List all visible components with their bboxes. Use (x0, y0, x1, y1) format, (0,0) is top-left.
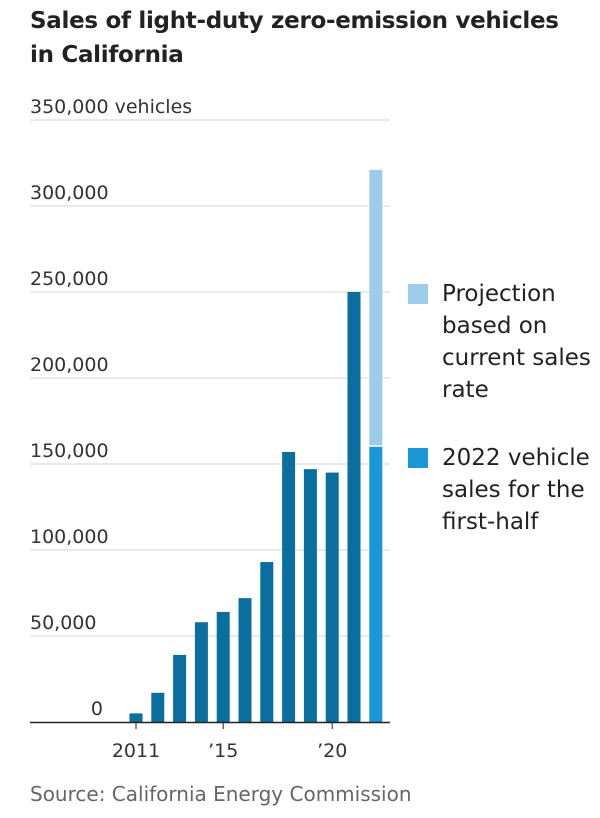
bar-2015 (216, 611, 230, 722)
bar-2022-projection (369, 169, 383, 446)
y-tick-label: 150,000 (30, 440, 109, 462)
bar-2016 (238, 598, 252, 722)
x-tick-label: ’15 (208, 740, 238, 762)
bar-2013 (173, 654, 187, 722)
y-tick-label: 100,000 (30, 526, 109, 548)
bar-2017 (260, 562, 274, 722)
bar-2021 (347, 292, 361, 722)
legend-label-first-half: 2022 vehicle sales for the first-half (442, 445, 590, 535)
bars (129, 169, 383, 722)
y-tick-label: 200,000 (30, 354, 109, 376)
x-axis-labels: 2011 ’15 ’20 (112, 722, 347, 762)
y-tick-label: 250,000 (30, 268, 109, 290)
chart-title: Sales of light-duty zero-emission vehicl… (30, 8, 559, 68)
bar-2014 (194, 622, 208, 722)
y-tick-label: 50,000 (30, 612, 96, 634)
bar-2012 (151, 692, 165, 722)
bar-2022 (369, 446, 383, 722)
x-tick-label: ’20 (317, 740, 347, 762)
y-tick-label: 0 (91, 698, 103, 720)
y-tick-label: 350,000 vehicles (30, 96, 192, 118)
bar-2018 (282, 451, 296, 722)
bar-2019 (303, 469, 317, 722)
source-note: Source: California Energy Commission (30, 782, 412, 806)
y-tick-label: 300,000 (30, 182, 109, 204)
gridlines (30, 119, 390, 637)
y-axis-labels: 0 50,000 100,000 150,000 200,000 250,000 300,0… (30, 96, 192, 720)
legend-swatch-projection (408, 284, 428, 304)
bar-2020 (325, 472, 339, 722)
bar-2011 (129, 713, 143, 722)
legend-swatch-first-half (408, 448, 428, 468)
x-tick-label: 2011 (112, 740, 160, 762)
legend-label-projection: Projection based on current sales rate (442, 281, 591, 403)
